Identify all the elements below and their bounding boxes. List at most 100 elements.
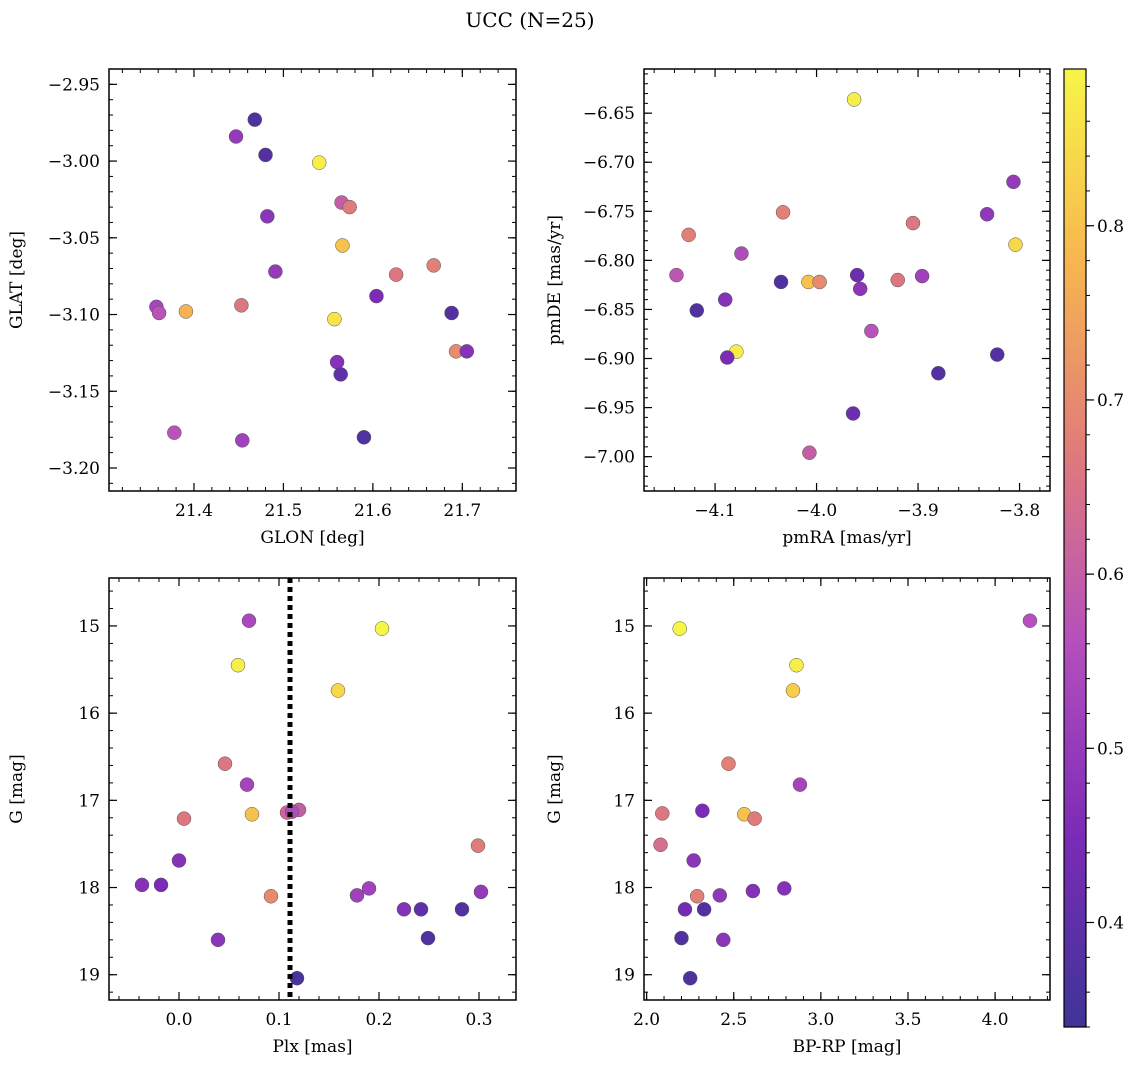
pmra-pmde-point	[979, 206, 995, 222]
bprp-g-x-tick-label: 3.0	[807, 1010, 834, 1030]
plx-g-point	[176, 811, 192, 826]
bprp-g-point	[677, 902, 693, 917]
plx-g-point	[263, 888, 279, 904]
plx-g-point	[134, 877, 150, 893]
colorbar-tick-label: 0.6	[1097, 565, 1124, 585]
plx-g-point	[349, 888, 365, 903]
plx-g-point	[230, 657, 246, 673]
glon-glat-x-tick-label: 21.7	[443, 501, 481, 521]
bprp-g-point	[672, 621, 687, 636]
glon-glat-point	[388, 267, 404, 282]
bprp-g-point	[689, 888, 705, 904]
bprp-g-point	[721, 756, 736, 771]
bprp-g-xlabel: BP-RP [mag]	[793, 1037, 902, 1057]
bprp-g-point	[789, 657, 804, 673]
glon-glat-point	[426, 258, 441, 273]
plx-g-y-tick-label: 19	[78, 966, 100, 986]
bprp-g-axes-frame	[643, 577, 1051, 1001]
figure-title: UCC (N=25)	[465, 8, 594, 32]
pmra-pmde-point	[802, 445, 817, 460]
plx-g-x-tick-label: 0.1	[265, 1010, 292, 1030]
glon-glat-y-tick-label: −2.95	[48, 75, 100, 95]
pmra-pmde-point	[845, 406, 861, 421]
plx-g-point	[374, 621, 390, 636]
plx-g-x-tick-label: 0.2	[365, 1010, 392, 1030]
bprp-g-point	[696, 902, 712, 917]
glon-glat-point	[369, 288, 384, 304]
bprp-g-point	[792, 777, 808, 792]
bprp-g-point	[674, 930, 689, 946]
plx-g-point	[239, 777, 255, 792]
pmra-pmde-xlabel: pmRA [mas/yr]	[782, 528, 911, 548]
glon-glat-point	[167, 425, 182, 440]
glon-glat-point	[311, 155, 327, 170]
plx-g-y-tick-label: 15	[78, 617, 100, 637]
plx-g-y-tick-label: 17	[78, 791, 100, 811]
glon-glat-x-tick-label: 21.4	[175, 501, 213, 521]
bprp-g-x-tick-label: 2.5	[720, 1010, 747, 1030]
bprp-g-point	[745, 883, 761, 899]
plx-g-point	[473, 884, 489, 900]
glon-glat-y-tick-label: −3.00	[48, 152, 100, 172]
pmra-pmde-point	[773, 274, 789, 290]
pmra-pmde-x-tick-label: −4.0	[796, 501, 837, 521]
glon-glat-x-tick-label: 21.5	[264, 501, 302, 521]
pmra-pmde-point	[864, 323, 879, 339]
glon-glat-x-tick-label: 21.6	[354, 501, 392, 521]
pmra-pmde-point	[905, 215, 921, 231]
pmra-pmde-point	[681, 227, 696, 243]
bprp-g-y-tick-label: 16	[613, 704, 635, 724]
bprp-g-point	[777, 881, 792, 896]
glon-glat-point	[228, 129, 244, 144]
glon-glat-point	[235, 433, 250, 448]
panel-plx-g: 0.0 0.1 0.2 0.3 15 16 17 18 19 Plx [mas] G [mag]	[7, 577, 517, 1057]
glon-glat-point	[333, 367, 348, 382]
plx-g-point	[396, 902, 412, 917]
bprp-g-point	[747, 811, 762, 826]
pmra-pmde-point	[719, 350, 735, 365]
bprp-g-point	[655, 806, 670, 821]
plx-g-point	[210, 932, 226, 948]
pmra-pmde-point	[849, 267, 865, 283]
glon-glat-axes-frame	[108, 68, 517, 492]
pmra-pmde-y-tick-label: −6.75	[583, 202, 635, 222]
pmra-pmde-y-tick-label: −6.65	[583, 104, 635, 124]
plx-g-xlabel: Plx [mas]	[272, 1037, 352, 1057]
pmra-pmde-point	[914, 268, 930, 284]
glon-glat-y-tick-label: −3.05	[48, 229, 100, 249]
glon-glat-point	[327, 311, 342, 327]
plx-g-point	[413, 902, 429, 917]
pmra-pmde-y-tick-label: −6.85	[583, 300, 635, 320]
pmra-pmde-point	[852, 281, 868, 297]
plx-g-point	[171, 853, 187, 868]
colorbar: 0.4 0.5 0.6 0.7 0.8	[1063, 68, 1124, 1028]
bprp-g-point	[695, 803, 710, 819]
glon-glat-point	[459, 344, 475, 359]
pmra-pmde-y-tick-label: −6.70	[583, 153, 635, 173]
glon-glat-point	[247, 112, 263, 127]
pmra-pmde-y-tick-label: −6.95	[583, 399, 635, 419]
bprp-g-point	[716, 932, 731, 948]
bprp-g-point	[1022, 613, 1038, 628]
colorbar-tick-label: 0.8	[1097, 217, 1124, 237]
pmra-pmde-x-tick-label: −3.8	[999, 501, 1040, 521]
glon-glat-y-tick-label: −3.10	[48, 306, 100, 326]
pmra-pmde-point	[717, 292, 733, 307]
colorbar-tick-label: 0.4	[1097, 913, 1124, 933]
plx-g-point	[217, 756, 233, 771]
pmra-pmde-y-tick-label: −6.80	[583, 251, 635, 271]
pmra-pmde-x-tick-label: −4.1	[694, 501, 735, 521]
panel-bprp-g: 2.0 2.5 3.0 3.5 4.0 15 16 17 18 19 BP-RP [mag] G [m…	[545, 577, 1051, 1057]
bprp-g-x-tick-label: 4.0	[982, 1010, 1009, 1030]
colorbar-gradient	[1063, 68, 1087, 1028]
glon-glat-point	[260, 209, 275, 224]
pmra-pmde-point	[812, 274, 827, 290]
glon-glat-point	[234, 298, 249, 313]
plx-g-point	[330, 683, 346, 698]
bprp-g-y-tick-label: 18	[613, 879, 635, 899]
plx-g-point	[454, 902, 470, 917]
plx-g-ylabel: G [mag]	[7, 754, 27, 823]
pmra-pmde-point	[1008, 237, 1023, 252]
pmra-pmde-y-tick-label: −7.00	[583, 448, 635, 468]
plx-g-point	[244, 807, 260, 822]
